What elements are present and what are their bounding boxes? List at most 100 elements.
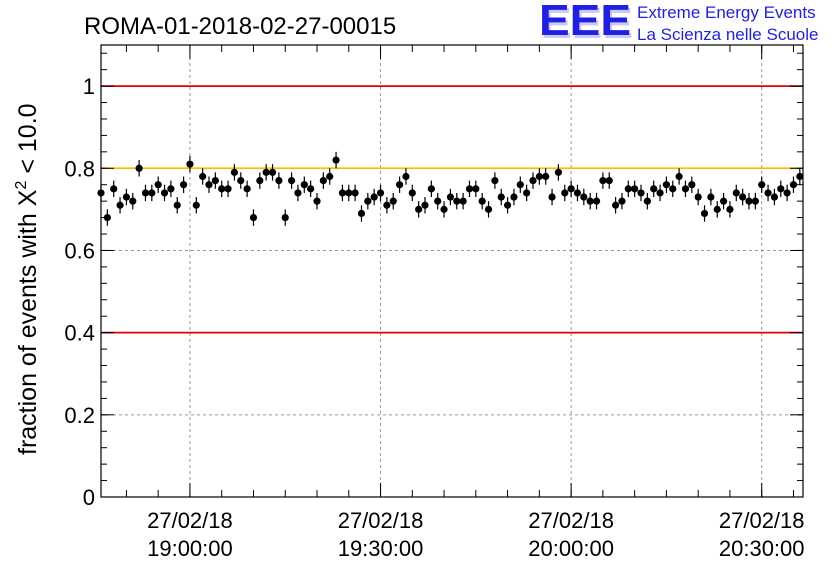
y-axis-label-superscript: 2 [13,181,30,190]
data-point [446,193,455,201]
data-point [249,213,258,222]
data-point [694,193,702,201]
data-point [199,172,207,181]
data-point [262,168,270,176]
data-point [491,177,499,185]
y-tick-label: 1 [83,74,95,99]
data-point [789,181,798,189]
data-point [415,205,423,213]
data-point [135,164,143,172]
x-tick-label-date: 27/02/18 [719,508,805,533]
data-point [548,193,556,201]
data-point [567,185,575,193]
data-point [148,189,156,197]
data-point [459,197,467,205]
data-point [751,197,759,205]
data-point [211,177,219,185]
data-point [389,197,397,205]
data-point [224,185,232,193]
data-point [529,177,537,185]
data-point [160,189,169,197]
data-point [332,156,340,164]
data-point [395,181,404,189]
data-point [618,197,626,205]
data-point [287,177,296,185]
data-point [205,181,213,189]
data-point [650,185,658,193]
data-point [732,189,740,197]
data-point [230,168,239,176]
data-point [364,197,372,205]
data-point [179,181,188,189]
data-point [631,185,639,193]
chart-title: ROMA-01-2018-02-27-00015 [84,13,396,40]
data-point [243,185,251,193]
y-axis-label-text: fraction of events with [14,213,42,455]
data-points [97,151,804,226]
data-point [122,193,131,201]
data-point [440,205,448,213]
data-point [167,185,175,193]
logo-line-2: La Scienza nelle Scuole [637,25,818,44]
data-point [453,197,461,205]
data-point [503,201,512,209]
data-point [745,197,753,205]
y-tick-label: 0 [83,485,95,510]
data-point [770,193,779,201]
data-point [523,189,531,197]
data-point [764,189,772,197]
data-point [783,189,791,197]
data-point [707,193,715,201]
data-point [173,201,181,209]
x-tick-label-date: 27/02/18 [338,508,424,533]
y-axis-label-symbol: X [14,189,42,206]
y-axis-label-suffix: < 10.0 [14,103,42,180]
data-point [637,189,645,197]
data-point [421,201,429,209]
y-axis-label: fraction of events with X2 < 10.0 [13,103,42,455]
logo-line-1: Extreme Energy Events [637,3,816,22]
data-point [383,201,391,209]
eee-logo: EEE EEE Extreme Energy Events La Scienza… [539,0,818,48]
data-point [281,213,289,222]
data-point [796,172,804,181]
axes: 0 0.2 0.4 0.6 0.8 1 27/02/18 19:00:00 27/02/18 19… [64,45,805,561]
data-point [237,177,245,185]
x-tick-label-date: 27/02/18 [528,508,614,533]
data-point [103,213,111,222]
data-point [110,185,118,193]
x-tick-label-time: 20:00:00 [528,536,614,561]
data-point [300,181,308,189]
plot-frame [100,44,804,498]
data-point [688,181,696,189]
data-point [484,205,493,213]
data-point [675,172,683,181]
data-point [478,197,486,205]
data-point [643,197,651,205]
data-point [554,168,563,176]
data-point [758,181,766,189]
y-tick-label: 0.2 [64,403,95,428]
data-point [338,189,347,197]
data-point [186,160,194,168]
data-point [275,177,283,185]
data-point [713,205,721,213]
data-point [313,197,321,205]
data-point [573,189,582,197]
data-point [611,201,620,209]
data-point [472,185,480,193]
data-point [402,172,410,181]
data-point [726,205,734,213]
data-point [656,189,664,197]
data-point [351,189,359,197]
data-point [624,185,632,193]
data-point [256,177,264,185]
data-point [510,193,518,201]
data-point [408,189,416,197]
x-tick-label-date: 27/02/18 [147,508,233,533]
y-tick-label: 0.6 [64,238,95,263]
data-point [592,197,601,205]
data-point [535,172,543,181]
data-point [700,209,709,218]
